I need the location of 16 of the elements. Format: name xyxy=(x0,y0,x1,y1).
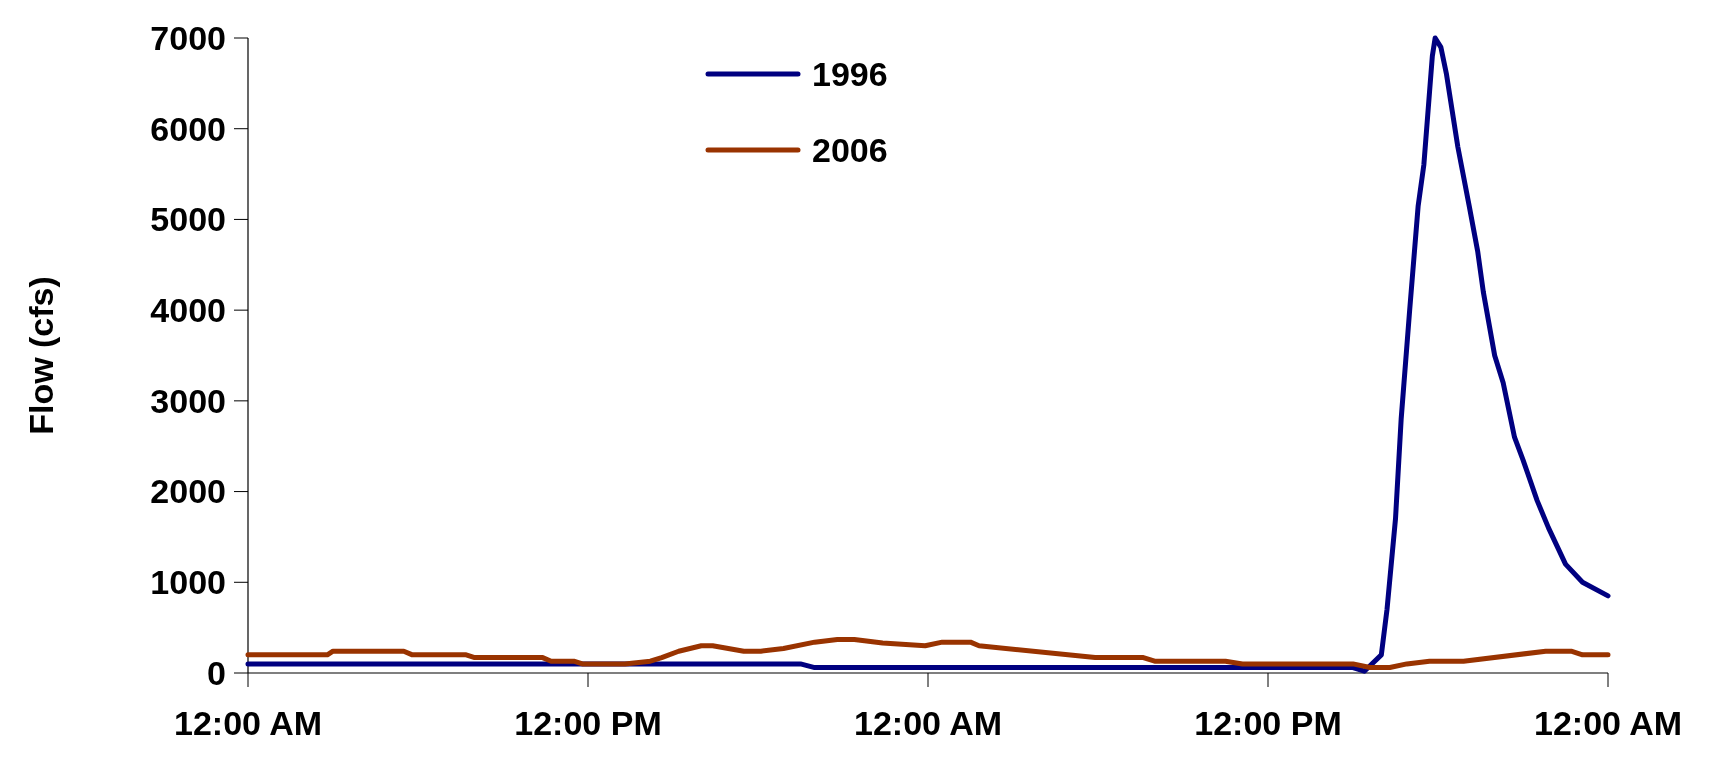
y-tick-label: 5000 xyxy=(150,200,226,239)
y-tick-label: 2000 xyxy=(150,472,226,511)
legend-label: 2006 xyxy=(812,130,888,169)
x-tick-label: 12:00 PM xyxy=(1194,704,1342,742)
y-tick-label: 6000 xyxy=(150,109,226,148)
x-tick-label: 12:00 PM xyxy=(514,704,662,742)
y-tick-label: 0 xyxy=(207,653,226,692)
y-tick-label: 7000 xyxy=(150,18,226,57)
x-tick-label: 12:00 AM xyxy=(1533,704,1683,742)
y-tick-label: 4000 xyxy=(150,291,226,330)
y-axis-title: Flow (cfs) xyxy=(22,276,60,435)
legend-label: 1996 xyxy=(812,54,888,93)
y-tick-label: 3000 xyxy=(150,381,226,420)
x-tick-label: 12:00 AM xyxy=(173,704,323,742)
y-tick-label: 1000 xyxy=(150,563,226,602)
x-tick-label: 12:00 AM xyxy=(853,704,1003,742)
